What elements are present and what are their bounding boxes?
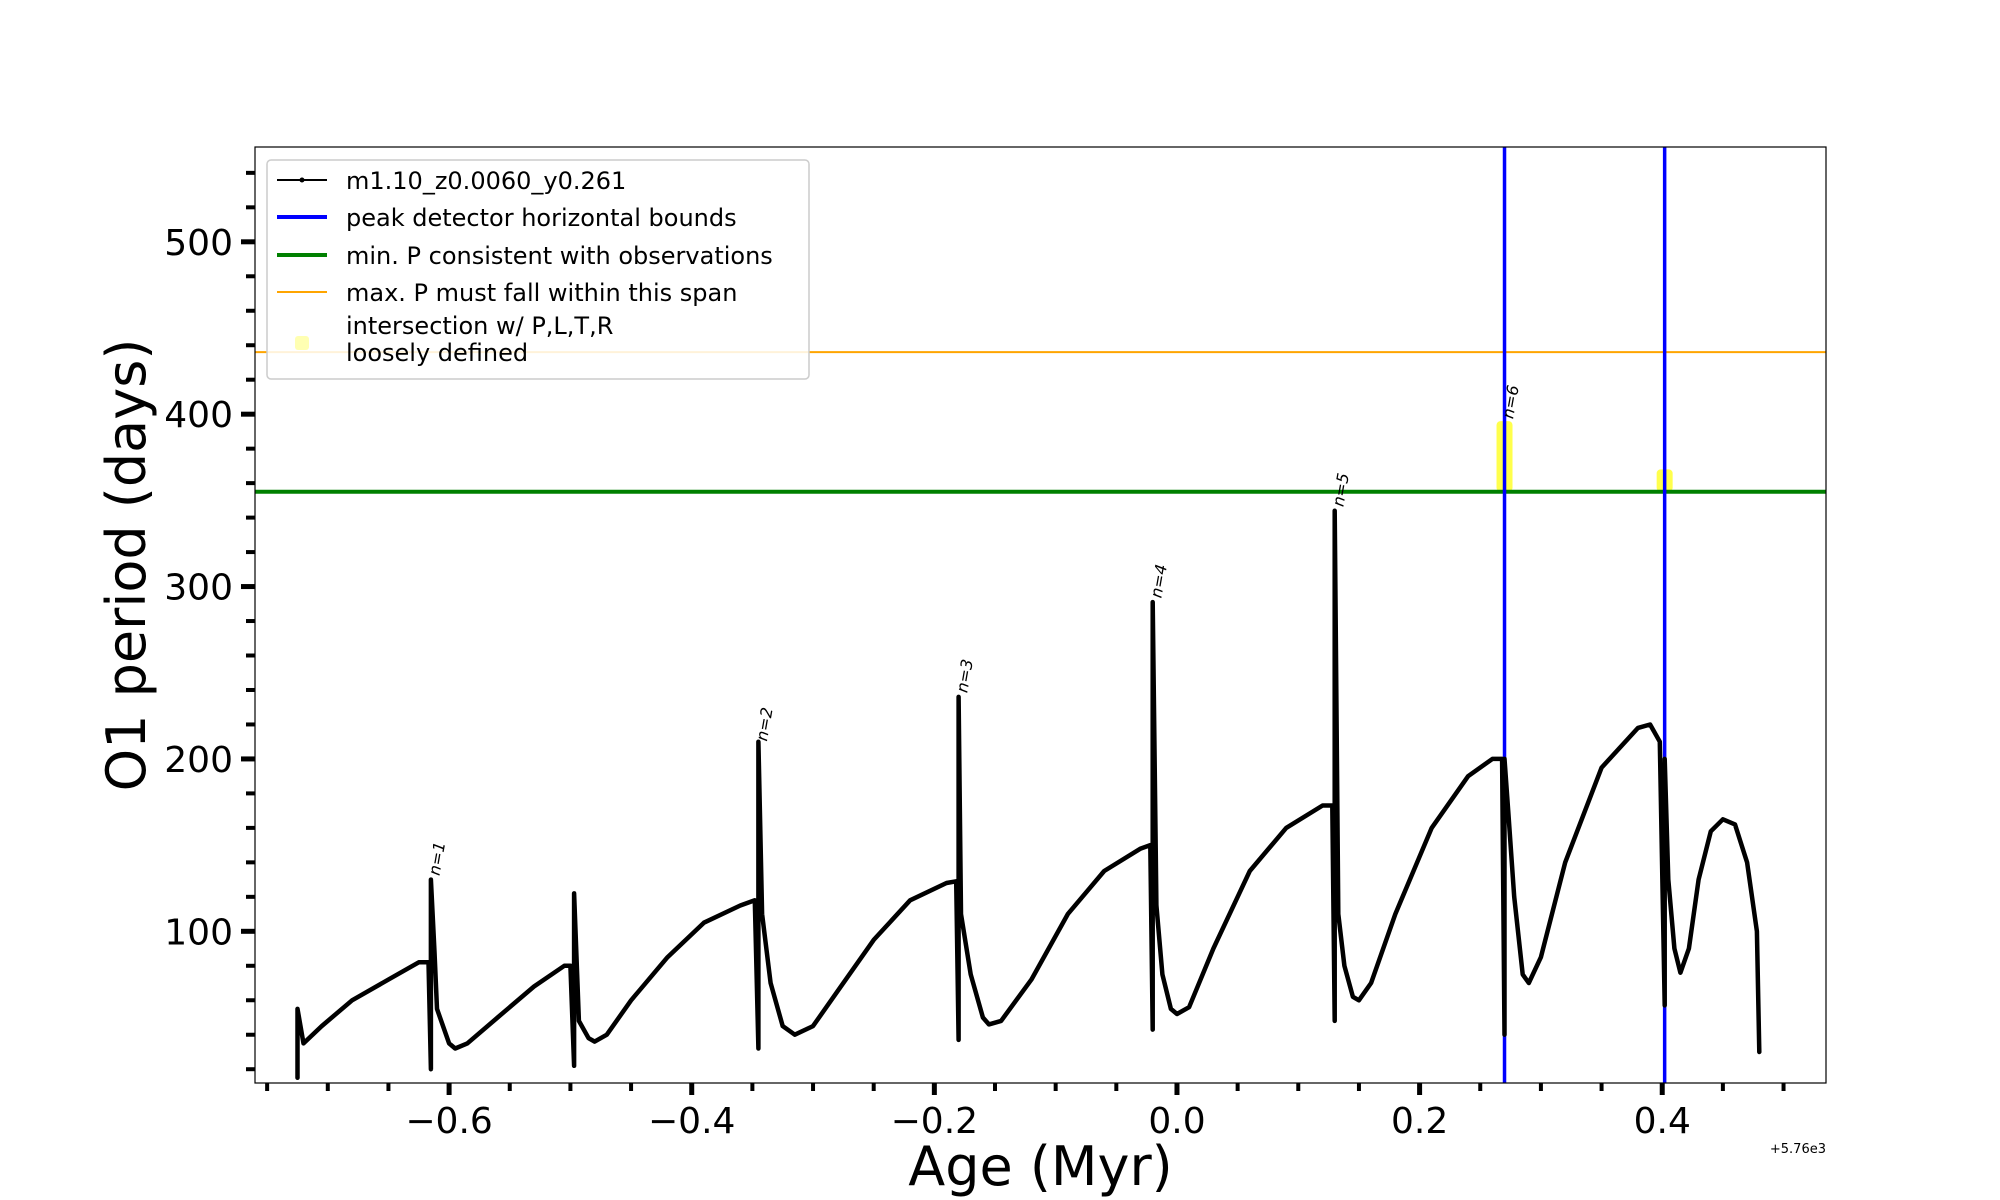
x-tick-label: 0.2 xyxy=(1391,1101,1448,1142)
x-axis-title: Age (Myr) xyxy=(908,1135,1173,1198)
legend-swatch-highlight xyxy=(295,336,309,350)
peak-label: n=5 xyxy=(1328,471,1353,508)
legend-box xyxy=(266,159,810,380)
axis-ticks: −0.6 −0.4 −0.2 0.0 0.2 0.4 100 200 300 400 500 xyxy=(164,170,1786,1142)
x-tick-label: −0.6 xyxy=(405,1101,492,1142)
y-tick-label: 400 xyxy=(164,395,233,436)
legend-swatch-marker xyxy=(299,177,305,183)
y-tick-label: 100 xyxy=(164,912,233,953)
legend-label: intersection w/ P,L,T,R loosely defined xyxy=(346,312,613,367)
x-tick-label: −0.4 xyxy=(648,1101,735,1142)
peak-label: n=3 xyxy=(952,658,977,695)
peak-label: n=4 xyxy=(1146,563,1171,600)
x-tick-label: 0.0 xyxy=(1148,1101,1205,1142)
legend-label: m1.10_z0.0060_y0.261 xyxy=(346,167,626,195)
plot-frame xyxy=(254,146,1827,1084)
peak-label: n=2 xyxy=(752,706,777,743)
peak-label: n=6 xyxy=(1498,384,1523,421)
legend-label: peak detector horizontal bounds xyxy=(346,204,737,232)
highlight-layer xyxy=(1496,421,1673,492)
vertical-lines xyxy=(1502,147,1667,1083)
legend-label: max. P must fall within this span xyxy=(346,279,737,307)
y-axis-title: O1 period (days) xyxy=(95,339,158,792)
peak-label: n=1 xyxy=(425,840,450,877)
x-tick-label: 0.4 xyxy=(1634,1101,1691,1142)
y-tick-label: 500 xyxy=(164,223,233,264)
y-tick-label: 300 xyxy=(164,568,233,609)
y-tick-label: 200 xyxy=(164,740,233,781)
peak-labels: n=1 n=2 n=3 n=4 n=5 n=6 xyxy=(425,384,1523,877)
x-axis-offset: +5.76e3 xyxy=(1770,1142,1826,1157)
legend-label: min. P consistent with observations xyxy=(346,242,773,270)
x-tick-label: −0.2 xyxy=(891,1101,978,1142)
series-line xyxy=(295,508,1762,1081)
series-layer xyxy=(295,508,1762,1081)
